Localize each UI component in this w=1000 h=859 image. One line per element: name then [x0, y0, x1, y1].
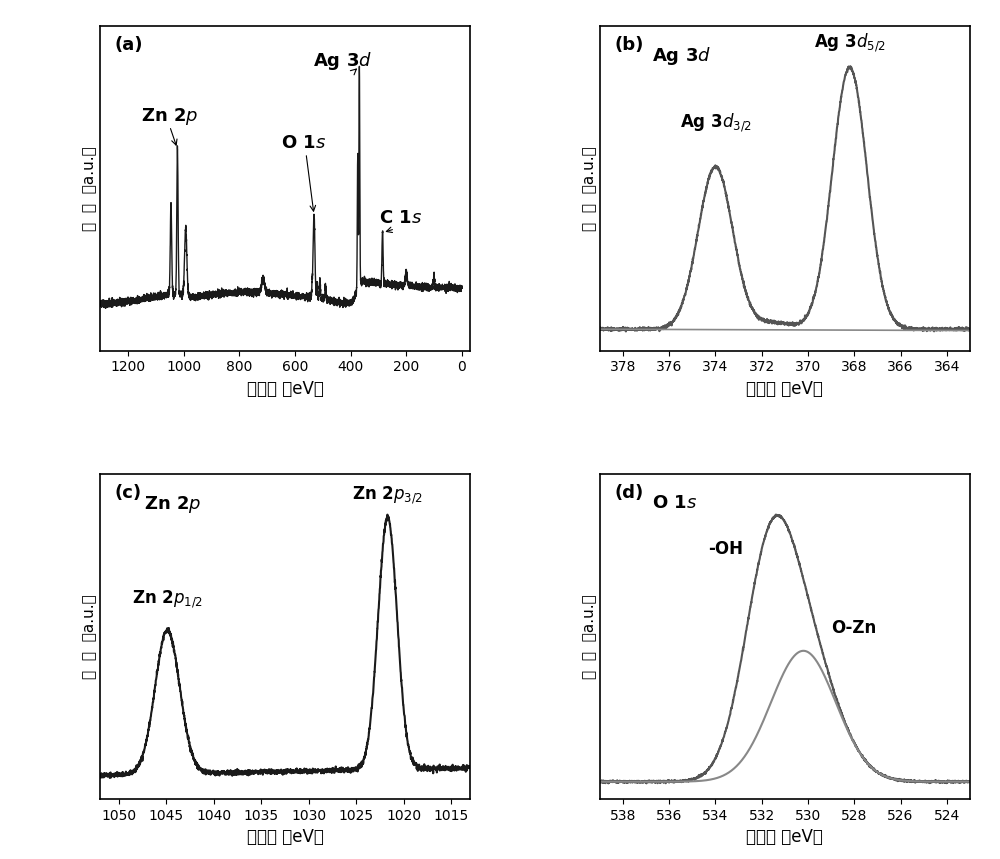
Text: Zn 2$p$: Zn 2$p$	[141, 106, 198, 126]
Y-axis label: 强  度  （a.u.）: 强 度 （a.u.）	[582, 146, 597, 230]
Text: Ag 3$d$: Ag 3$d$	[652, 46, 711, 67]
Text: Zn 2$p$: Zn 2$p$	[144, 494, 202, 515]
Text: Ag 3$d_{3/2}$: Ag 3$d_{3/2}$	[680, 112, 751, 134]
Text: Ag 3$d_{5/2}$: Ag 3$d_{5/2}$	[814, 31, 886, 54]
Text: C 1$s$: C 1$s$	[379, 210, 422, 228]
Text: (a): (a)	[115, 35, 143, 53]
Y-axis label: 强  度  （a.u.）: 强 度 （a.u.）	[82, 594, 97, 679]
Y-axis label: 强  度  （a.u.）: 强 度 （a.u.）	[582, 594, 597, 679]
Text: O 1$s$: O 1$s$	[652, 494, 697, 511]
Text: O-Zn: O-Zn	[831, 619, 876, 637]
Text: Zn 2$p_{3/2}$: Zn 2$p_{3/2}$	[352, 484, 423, 506]
Text: (c): (c)	[115, 484, 142, 502]
X-axis label: 结合能 （eV）: 结合能 （eV）	[247, 380, 324, 398]
X-axis label: 结合能 （eV）: 结合能 （eV）	[746, 828, 823, 846]
X-axis label: 结合能 （eV）: 结合能 （eV）	[746, 380, 823, 398]
Y-axis label: 强  度  （a.u.）: 强 度 （a.u.）	[82, 146, 97, 230]
Text: O 1$s$: O 1$s$	[281, 134, 326, 151]
Text: Zn 2$p_{1/2}$: Zn 2$p_{1/2}$	[132, 588, 203, 611]
Text: (d): (d)	[615, 484, 644, 502]
Text: -OH: -OH	[708, 539, 743, 557]
X-axis label: 结合能 （eV）: 结合能 （eV）	[247, 828, 324, 846]
Text: (b): (b)	[615, 35, 644, 53]
Text: Ag 3$d$: Ag 3$d$	[313, 51, 372, 72]
